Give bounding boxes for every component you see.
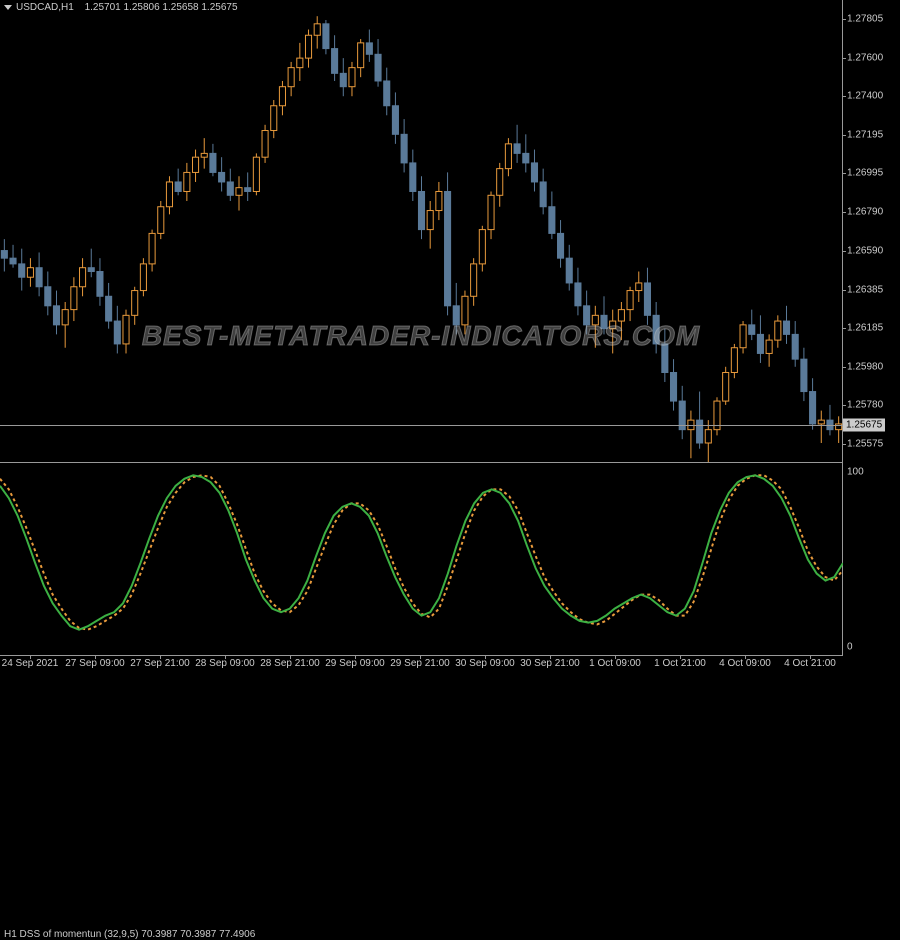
x-tick-label: 1 Oct 21:00 [654,658,706,669]
main-price-chart[interactable]: USDCAD,H1 1.25701 1.25806 1.25658 1.2567… [0,0,843,463]
y-tick-label: 1.26790 [847,207,883,218]
x-tick-label: 30 Sep 21:00 [520,658,580,669]
ohlc-label: 1.25701 1.25806 1.25658 1.25675 [85,2,238,13]
x-tick-label: 28 Sep 09:00 [195,658,255,669]
chart-container: USDCAD,H1 1.25701 1.25806 1.25658 1.2567… [0,0,900,675]
y-tick-label: 1.26185 [847,322,883,333]
chart-header: USDCAD,H1 1.25701 1.25806 1.25658 1.2567… [4,2,238,13]
y-tick-label: 1.27400 [847,91,883,102]
y-tick-label: 1.26590 [847,245,883,256]
y-tick-label: 1.27805 [847,14,883,25]
candlestick-svg [0,0,843,463]
x-tick-label: 1 Oct 09:00 [589,658,641,669]
y-tick-label: 1.27600 [847,53,883,64]
x-tick-label: 4 Oct 09:00 [719,658,771,669]
x-axis: 24 Sep 2021 27 Sep 09:00 27 Sep 21:00 28 Se… [0,656,843,675]
sub-y-axis: 100 0 [843,463,900,656]
x-tick-label: 24 Sep 2021 [2,658,59,669]
y-tick-label: 1.25980 [847,361,883,372]
x-tick-label: 30 Sep 09:00 [455,658,515,669]
current-price-tag: 1.25675 [843,418,885,431]
main-y-axis: 1.27805 1.27600 1.27400 1.27195 1.26995 1.267… [843,0,900,463]
y-tick-label: 1.27195 [847,130,883,141]
y-tick-label: 1.25780 [847,399,883,410]
x-tick-label: 28 Sep 21:00 [260,658,320,669]
x-tick-label: 29 Sep 21:00 [390,658,450,669]
y-tick-label: 1.26385 [847,284,883,295]
oscillator-svg [0,463,843,656]
oscillator-header: H1 DSS of momentun (32,9,5) 70.3987 70.3… [4,929,255,940]
y-tick-label: 1.25575 [847,438,883,449]
oscillator-chart[interactable]: H1 DSS of momentun (32,9,5) 70.3987 70.3… [0,463,843,656]
x-tick-label: 27 Sep 09:00 [65,658,125,669]
current-price-line [0,425,843,426]
watermark-text: BEST-METATRADER-INDICATORS.COM [142,320,700,352]
sub-y-tick-label: 100 [847,466,864,477]
x-tick-label: 29 Sep 09:00 [325,658,385,669]
symbol-label: USDCAD,H1 [16,2,74,13]
sub-y-tick-label: 0 [847,642,853,653]
y-tick-label: 1.26995 [847,168,883,179]
x-tick-label: 27 Sep 21:00 [130,658,190,669]
dropdown-icon[interactable] [4,5,12,10]
x-tick-label: 4 Oct 21:00 [784,658,836,669]
